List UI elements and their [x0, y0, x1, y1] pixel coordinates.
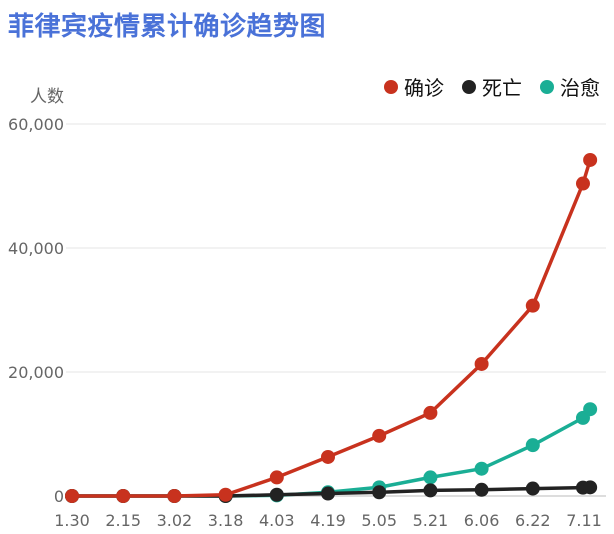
x-tick-label: 6.06 [464, 511, 500, 530]
data-point-0 [583, 152, 598, 167]
x-tick-label: 4.03 [259, 511, 295, 530]
y-tick-label: 20,000 [8, 363, 64, 382]
x-tick-label: 1.30 [54, 511, 90, 530]
data-point-0 [525, 298, 540, 313]
x-tick-label: 5.05 [361, 511, 397, 530]
data-point-0 [269, 470, 284, 485]
data-point-1 [525, 481, 540, 496]
legend-item-recovered[interactable]: 治愈 [540, 72, 600, 101]
data-point-0 [218, 487, 233, 502]
data-point-1 [474, 482, 489, 497]
y-tick-label: 60,000 [8, 115, 64, 134]
series-line-0 [70, 158, 592, 498]
data-point-2 [474, 461, 489, 476]
data-point-0 [575, 176, 590, 191]
y-tick-label: 0 [54, 487, 64, 506]
x-tick-label: 4.19 [310, 511, 346, 530]
y-tick-label: 40,000 [8, 239, 64, 258]
data-point-1 [269, 487, 284, 502]
legend-item-confirmed[interactable]: 确诊 [384, 72, 444, 101]
x-tick-label: 7.11 [566, 511, 602, 530]
data-point-0 [474, 356, 489, 371]
data-point-0 [423, 405, 438, 420]
x-tick-label: 6.22 [515, 511, 551, 530]
data-point-1 [423, 483, 438, 498]
data-point-2 [583, 402, 598, 417]
data-point-0 [167, 489, 182, 503]
x-tick-label: 3.18 [208, 511, 244, 530]
data-point-0 [65, 489, 79, 503]
legend-dot-icon [462, 79, 476, 94]
legend-dot-icon [540, 79, 554, 94]
legend-item-deaths[interactable]: 死亡 [462, 72, 522, 101]
data-point-2 [525, 438, 540, 453]
y-axis-unit-label: 人数 [30, 87, 64, 107]
data-point-1 [321, 486, 335, 501]
data-point-0 [116, 489, 131, 503]
legend-dot-icon [384, 79, 398, 94]
chart-title: 菲律宾疫情累计确诊趋势图 [8, 12, 327, 42]
legend-label-confirmed: 确诊 [404, 76, 444, 100]
data-point-1 [583, 480, 598, 495]
legend-label-recovered: 治愈 [560, 76, 600, 100]
x-tick-label: 5.21 [413, 511, 449, 530]
x-tick-label: 2.15 [105, 511, 141, 530]
legend: 确诊 死亡 治愈 [384, 72, 600, 101]
data-point-2 [423, 470, 438, 485]
data-point-0 [372, 428, 387, 443]
legend-label-deaths: 死亡 [482, 76, 522, 100]
data-point-1 [372, 485, 387, 500]
x-tick-label: 3.02 [157, 511, 193, 530]
data-point-0 [321, 449, 335, 464]
